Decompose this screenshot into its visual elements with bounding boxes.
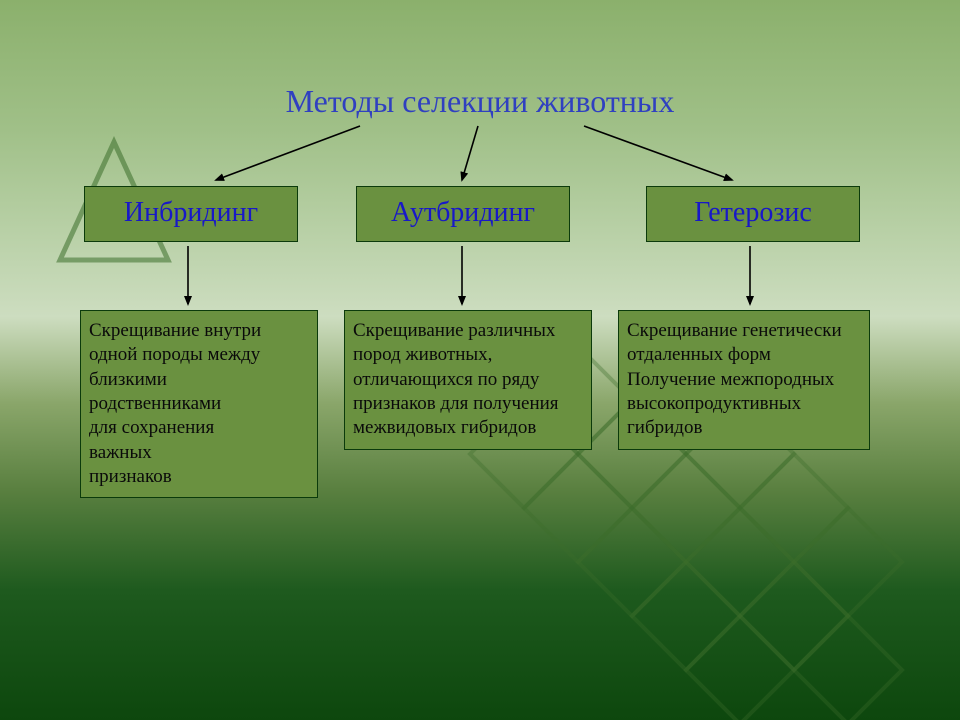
header-box-h3: Гетерозис: [646, 186, 860, 242]
bg-diamond-icon: [794, 616, 902, 720]
header-box-h1: Инбридинг: [84, 186, 298, 242]
bg-diamond-icon: [524, 454, 632, 562]
bg-diamond-icon: [632, 454, 740, 562]
desc-box-d1: Скрещивание внутри одной породы между бл…: [80, 310, 318, 498]
bg-diamond-icon: [578, 508, 686, 616]
bg-diamond-icon: [632, 562, 740, 670]
bg-diamond-icon: [740, 562, 848, 670]
desc-box-d3: Скрещивание генетически отдаленных форм …: [618, 310, 870, 450]
arrow-1: [462, 126, 478, 180]
bg-diamond-icon: [740, 454, 848, 562]
desc-box-d2: Скрещивание различных пород животных, от…: [344, 310, 592, 450]
arrow-0: [216, 126, 360, 180]
arrow-2: [584, 126, 732, 180]
bg-diamond-icon: [686, 508, 794, 616]
bg-diamond-icon: [794, 508, 902, 616]
page-title: Методы селекции животных: [0, 82, 960, 120]
slide: Методы селекции животных Инбридинг Аутбри…: [0, 0, 960, 720]
header-box-h2: Аутбридинг: [356, 186, 570, 242]
bg-diamond-icon: [686, 616, 794, 720]
